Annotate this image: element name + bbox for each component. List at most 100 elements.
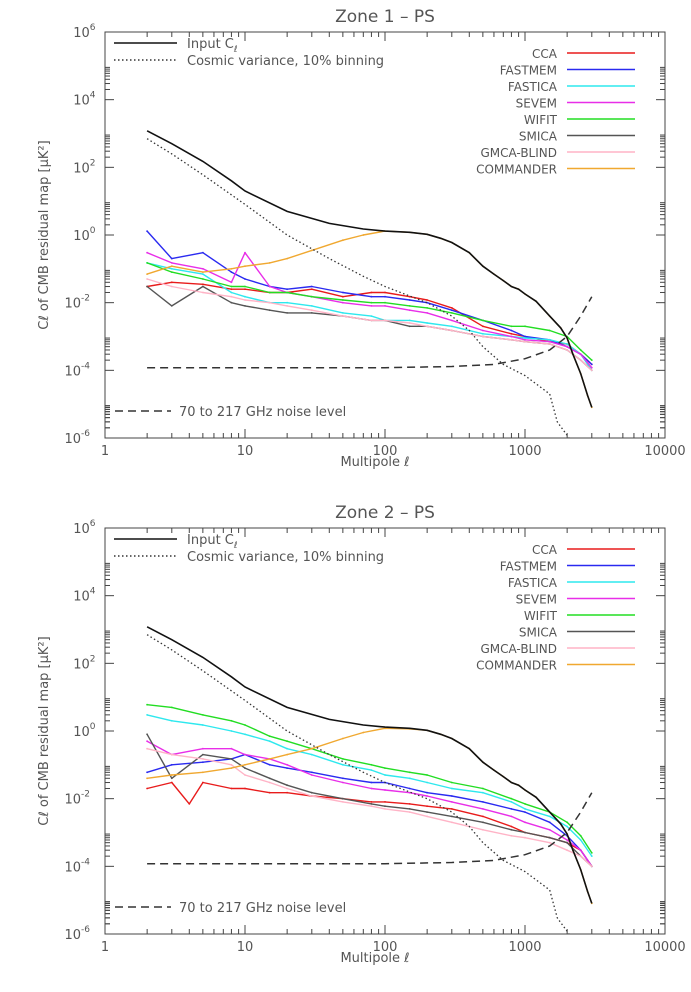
series-point-wifit xyxy=(244,285,246,288)
series-line-commander xyxy=(147,727,593,904)
series-point-fastmem xyxy=(310,285,313,288)
series-point-cca xyxy=(408,803,411,805)
series-point-commander xyxy=(146,777,149,780)
series-point-sevem xyxy=(310,774,313,776)
series-point-fastica xyxy=(310,305,313,307)
series-point-sevem xyxy=(408,791,411,794)
series-point-smica xyxy=(202,285,204,288)
y-tick-exponent: 4 xyxy=(90,587,96,597)
series-line-sevem xyxy=(146,252,593,369)
series-point-gmca-blind xyxy=(202,291,204,294)
y-tick-base: 10 xyxy=(64,793,81,808)
series-point-smica xyxy=(244,767,246,769)
legend-left-text: Input C xyxy=(187,533,234,548)
series-point-fastica xyxy=(510,801,513,803)
series-point-fastmem xyxy=(524,811,526,813)
series-point-fastmem xyxy=(202,761,204,764)
series-point-fastica xyxy=(230,730,233,732)
series-point-wifit xyxy=(230,285,233,288)
series-point-cca xyxy=(450,808,453,810)
series-point-gmca-blind xyxy=(384,808,386,810)
y-tick-label: 102 xyxy=(73,158,95,176)
y-tick-label: 104 xyxy=(73,587,96,605)
series-point-fastica xyxy=(286,747,288,750)
legend-right-label: WIFIT xyxy=(524,113,558,127)
chart-title: Zone 1 – PS xyxy=(335,7,435,27)
series-point-gmca-blind xyxy=(170,753,173,756)
series-point-sevem xyxy=(426,795,428,797)
series-point-cca xyxy=(510,332,513,335)
y-tick-label: 10-6 xyxy=(64,429,90,447)
series-point-fastmem xyxy=(370,781,373,784)
series-point-commander xyxy=(244,763,246,766)
series-point-fastica xyxy=(384,774,386,776)
series-point-sevem xyxy=(170,262,173,264)
series-point-smica xyxy=(268,777,271,780)
series-point-wifit xyxy=(244,724,246,726)
series-point-smica xyxy=(566,841,568,844)
series-point-fastica xyxy=(230,291,233,294)
plot-area xyxy=(146,626,593,934)
series-point-sevem xyxy=(342,781,344,784)
series-point-gmca-blind xyxy=(384,319,386,322)
series-point-sevem xyxy=(370,787,373,790)
series-point-gmca-blind xyxy=(310,309,313,312)
series-point-sevem xyxy=(268,285,271,288)
legend-left-subscript: ℓ xyxy=(233,45,238,55)
series-point-fastmem xyxy=(146,771,149,774)
y-tick-exponent: 6 xyxy=(90,519,96,529)
series-point-fastmem xyxy=(146,230,149,233)
series-point-smica xyxy=(230,758,233,760)
series-point-fastica xyxy=(244,295,246,298)
series-point-smica xyxy=(408,808,411,810)
series-point-cca xyxy=(244,288,246,291)
x-tick-label: 10 xyxy=(237,444,254,459)
series-point-wifit xyxy=(426,774,428,776)
series-point-gmca-blind xyxy=(524,340,526,343)
y-tick-exponent: 0 xyxy=(90,722,96,732)
series-point-smica xyxy=(524,831,526,834)
series-point-fastica xyxy=(310,753,313,756)
series-point-sevem xyxy=(566,839,568,841)
series-point-gmca-blind xyxy=(286,787,288,790)
y-tick-label: 106 xyxy=(73,519,96,537)
series-point-fastmem xyxy=(170,763,173,766)
legend-left-label: Cosmic variance, 10% binning xyxy=(187,54,384,69)
series-point-wifit xyxy=(548,329,551,332)
series-point-sevem xyxy=(590,366,593,369)
series-point-gmca-blind xyxy=(342,801,344,803)
series-point-fastmem xyxy=(524,335,526,338)
chart-panel-2: Zone 2 – PS1 10 100 1000 1000010610410210010… xyxy=(37,503,686,966)
y-tick-exponent: 6 xyxy=(90,23,96,33)
series-point-fastmem xyxy=(244,278,246,280)
reference-line-2 xyxy=(147,296,593,369)
series-point-gmca-blind xyxy=(510,834,513,837)
series-point-sevem xyxy=(524,338,526,341)
legend-right-label: SMICA xyxy=(519,626,558,640)
series-point-gmca-blind xyxy=(524,836,526,839)
series-point-cca xyxy=(230,787,233,790)
series-point-gmca-blind xyxy=(370,805,373,808)
series-point-fastica xyxy=(524,337,526,339)
y-tick-exponent: -4 xyxy=(81,857,90,867)
legend-right-label: CCA xyxy=(532,543,558,557)
series-point-gmca-blind xyxy=(450,821,453,824)
series-point-wifit xyxy=(286,740,288,743)
series-point-wifit xyxy=(310,295,313,298)
series-point-fastica xyxy=(202,273,204,275)
x-tick-label: 10000 xyxy=(644,940,685,955)
series-point-commander xyxy=(268,758,271,760)
series-point-cca xyxy=(426,299,428,301)
series-point-gmca-blind xyxy=(566,849,568,852)
series-point-wifit xyxy=(268,735,271,738)
series-point-fastmem xyxy=(510,808,513,810)
y-tick-base: 10 xyxy=(73,590,90,605)
series-point-fastica xyxy=(146,714,149,716)
series-point-gmca-blind xyxy=(202,758,204,760)
series-line-commander xyxy=(146,230,593,408)
series-line-wifit xyxy=(146,262,593,361)
series-point-sevem xyxy=(202,267,204,270)
series-point-gmca-blind xyxy=(426,325,428,328)
series-point-sevem xyxy=(426,312,428,314)
series-point-fastica xyxy=(342,763,344,766)
